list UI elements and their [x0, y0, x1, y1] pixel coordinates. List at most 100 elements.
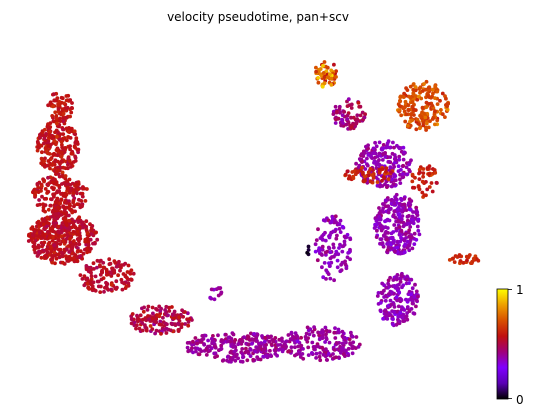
scatter-point — [51, 134, 56, 139]
scatter-point — [391, 322, 395, 327]
scatter-point — [390, 177, 394, 182]
scatter-point — [140, 317, 145, 322]
scatter-point — [33, 193, 38, 198]
scatter-point — [56, 168, 61, 173]
scatter-point — [363, 167, 368, 171]
scatter-point — [409, 292, 414, 296]
scatter-point — [392, 209, 397, 214]
scatter-point — [61, 165, 66, 170]
scatter-point — [427, 102, 431, 106]
scatter-point — [59, 234, 64, 239]
scatter-point — [414, 127, 419, 132]
scatter-point — [68, 114, 72, 119]
scatter-point — [50, 260, 55, 265]
scatter-point — [264, 353, 269, 358]
scatter-point — [225, 339, 230, 344]
scatter-point — [333, 104, 338, 109]
scatter-point — [42, 159, 46, 164]
scatter-point — [61, 127, 65, 132]
scatter-point — [332, 278, 336, 283]
scatter-point — [106, 272, 110, 277]
scatter-point — [388, 155, 393, 160]
scatter-point — [372, 226, 377, 230]
scatter-point — [142, 305, 147, 310]
colorbar-tick-label-max: 1 — [516, 283, 524, 297]
scatter-point — [332, 62, 336, 67]
scatter-point — [101, 265, 106, 270]
scatter-point — [43, 146, 48, 151]
scatter-point — [375, 294, 380, 298]
scatter-point — [65, 232, 70, 237]
scatter-point — [417, 177, 422, 182]
scatter-point — [45, 189, 50, 194]
scatter-point — [60, 170, 65, 175]
scatter-point — [83, 199, 88, 203]
scatter-point — [399, 307, 404, 312]
scatter-point — [93, 274, 98, 279]
scatter-point — [343, 172, 348, 177]
scatter-point — [218, 347, 223, 352]
scatter-point — [153, 331, 158, 336]
scatter-point — [332, 330, 337, 335]
scatter-point — [161, 315, 165, 320]
scatter-point — [280, 344, 285, 349]
scatter-point — [385, 145, 390, 150]
scatter-point — [346, 346, 351, 351]
scatter-point — [252, 332, 256, 336]
scatter-point — [246, 342, 251, 347]
scatter-point — [71, 221, 76, 226]
scatter-point — [163, 308, 168, 312]
scatter-point — [49, 197, 54, 202]
scatter-point — [400, 172, 405, 176]
scatter-point — [411, 210, 415, 214]
scatter-point — [397, 290, 402, 295]
scatter-point — [348, 257, 352, 262]
scatter-point — [423, 115, 428, 120]
scatter-point — [426, 94, 431, 99]
scatter-point — [379, 290, 384, 295]
scatter-point — [194, 349, 198, 354]
scatter-point — [401, 312, 406, 317]
scatter-point — [154, 316, 159, 321]
scatter-point — [391, 278, 396, 282]
scatter-point — [433, 122, 437, 127]
scatter-point — [322, 75, 327, 79]
scatter-point — [402, 319, 407, 323]
scatter-point — [39, 255, 44, 260]
scatter-point — [197, 352, 202, 357]
scatter-point — [64, 115, 69, 120]
scatter-point — [209, 287, 214, 292]
scatter-point — [306, 244, 311, 249]
scatter-point — [207, 344, 212, 349]
scatter-point — [301, 347, 305, 351]
scatter-point — [335, 233, 339, 238]
scatter-point — [293, 345, 297, 350]
scatter-point — [430, 189, 435, 194]
scatter-point — [51, 104, 55, 109]
scatter-point — [124, 284, 129, 289]
scatter-point — [233, 338, 238, 342]
scatter-point — [331, 229, 336, 234]
scatter-point — [359, 152, 364, 156]
scatter-point — [340, 113, 345, 118]
scatter-point — [48, 129, 52, 134]
scatter-point — [52, 243, 56, 248]
scatter-point — [247, 338, 252, 342]
scatter-point — [44, 132, 48, 136]
scatter-point — [332, 356, 336, 360]
scatter-point — [407, 281, 411, 285]
scatter-point — [187, 317, 192, 321]
scatter-point — [68, 256, 73, 261]
scatter-point — [89, 274, 94, 278]
scatter-point — [426, 125, 431, 130]
scatter-point — [380, 178, 384, 183]
scatter-point — [105, 286, 110, 291]
scatter-point — [51, 221, 56, 226]
scatter-point — [43, 209, 47, 214]
scatter-point — [444, 103, 448, 107]
scatter-point — [422, 111, 427, 116]
scatter-point — [396, 164, 401, 169]
scatter-point — [389, 184, 394, 189]
scatter-point — [225, 355, 230, 359]
scatter-point — [56, 238, 61, 243]
